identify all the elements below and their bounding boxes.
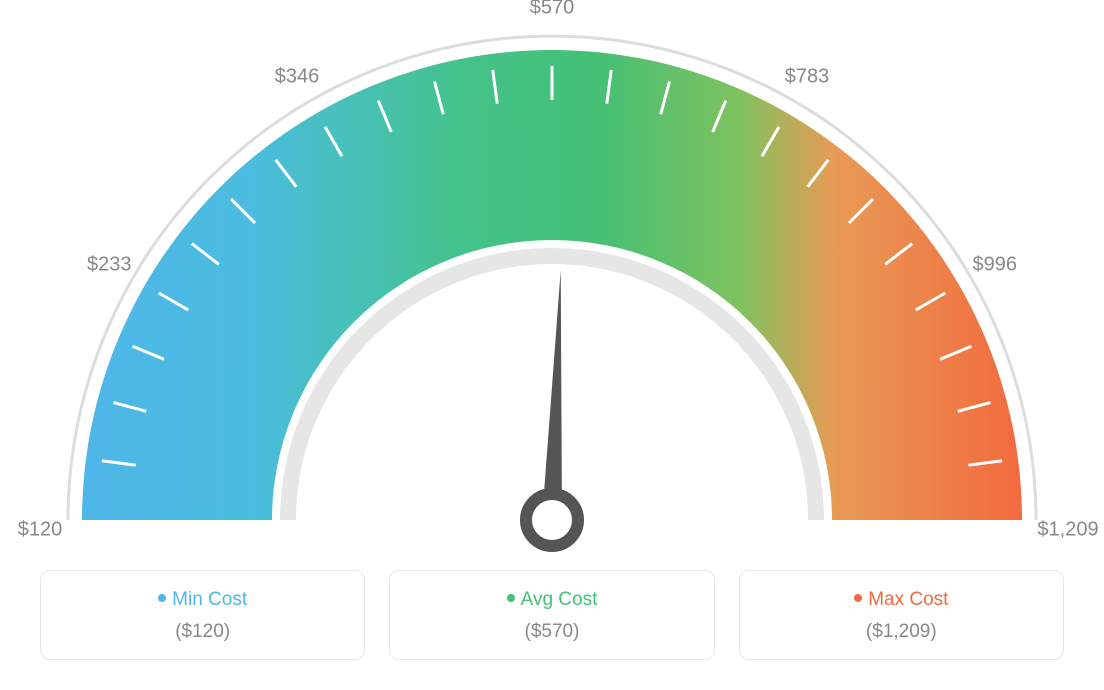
legend-card-title-text: Avg Cost [521, 589, 598, 610]
legend-card-value: ($120) [51, 621, 354, 643]
legend-dot-icon [158, 594, 166, 602]
gauge-arc-label: $1,209 [1037, 519, 1098, 542]
legend-card-title: Min Cost [51, 589, 354, 611]
legend-card: Avg Cost ($570) [389, 570, 714, 660]
legend-card-title-text: Max Cost [868, 589, 948, 610]
legend-card-title-text: Min Cost [172, 589, 247, 610]
legend-card-value: ($570) [400, 621, 703, 643]
legend-row: Min Cost ($120) Avg Cost ($570) Max Cost ($1,… [0, 570, 1104, 660]
legend-dot-icon [854, 594, 862, 602]
legend-card-title: Avg Cost [400, 589, 703, 611]
legend-card: Max Cost ($1,209) [739, 570, 1064, 660]
gauge-arc-label: $120 [18, 519, 63, 542]
gauge-arc-label: $570 [530, 0, 575, 20]
legend-card: Min Cost ($120) [40, 570, 365, 660]
legend-card-title: Max Cost [750, 589, 1053, 611]
legend-card-value: ($1,209) [750, 621, 1053, 643]
gauge-needle-hub [526, 494, 578, 546]
gauge-arc-label: $783 [785, 66, 830, 89]
gauge-needle [542, 270, 562, 520]
gauge-chart [0, 0, 1104, 560]
legend-dot-icon [507, 594, 515, 602]
gauge-arc-label: $996 [972, 254, 1017, 277]
gauge-arc-label: $346 [275, 66, 320, 89]
gauge-container: $120 $233 $346 $570 $783 $996 $1,209 [0, 0, 1104, 560]
gauge-arc-label: $233 [87, 254, 132, 277]
